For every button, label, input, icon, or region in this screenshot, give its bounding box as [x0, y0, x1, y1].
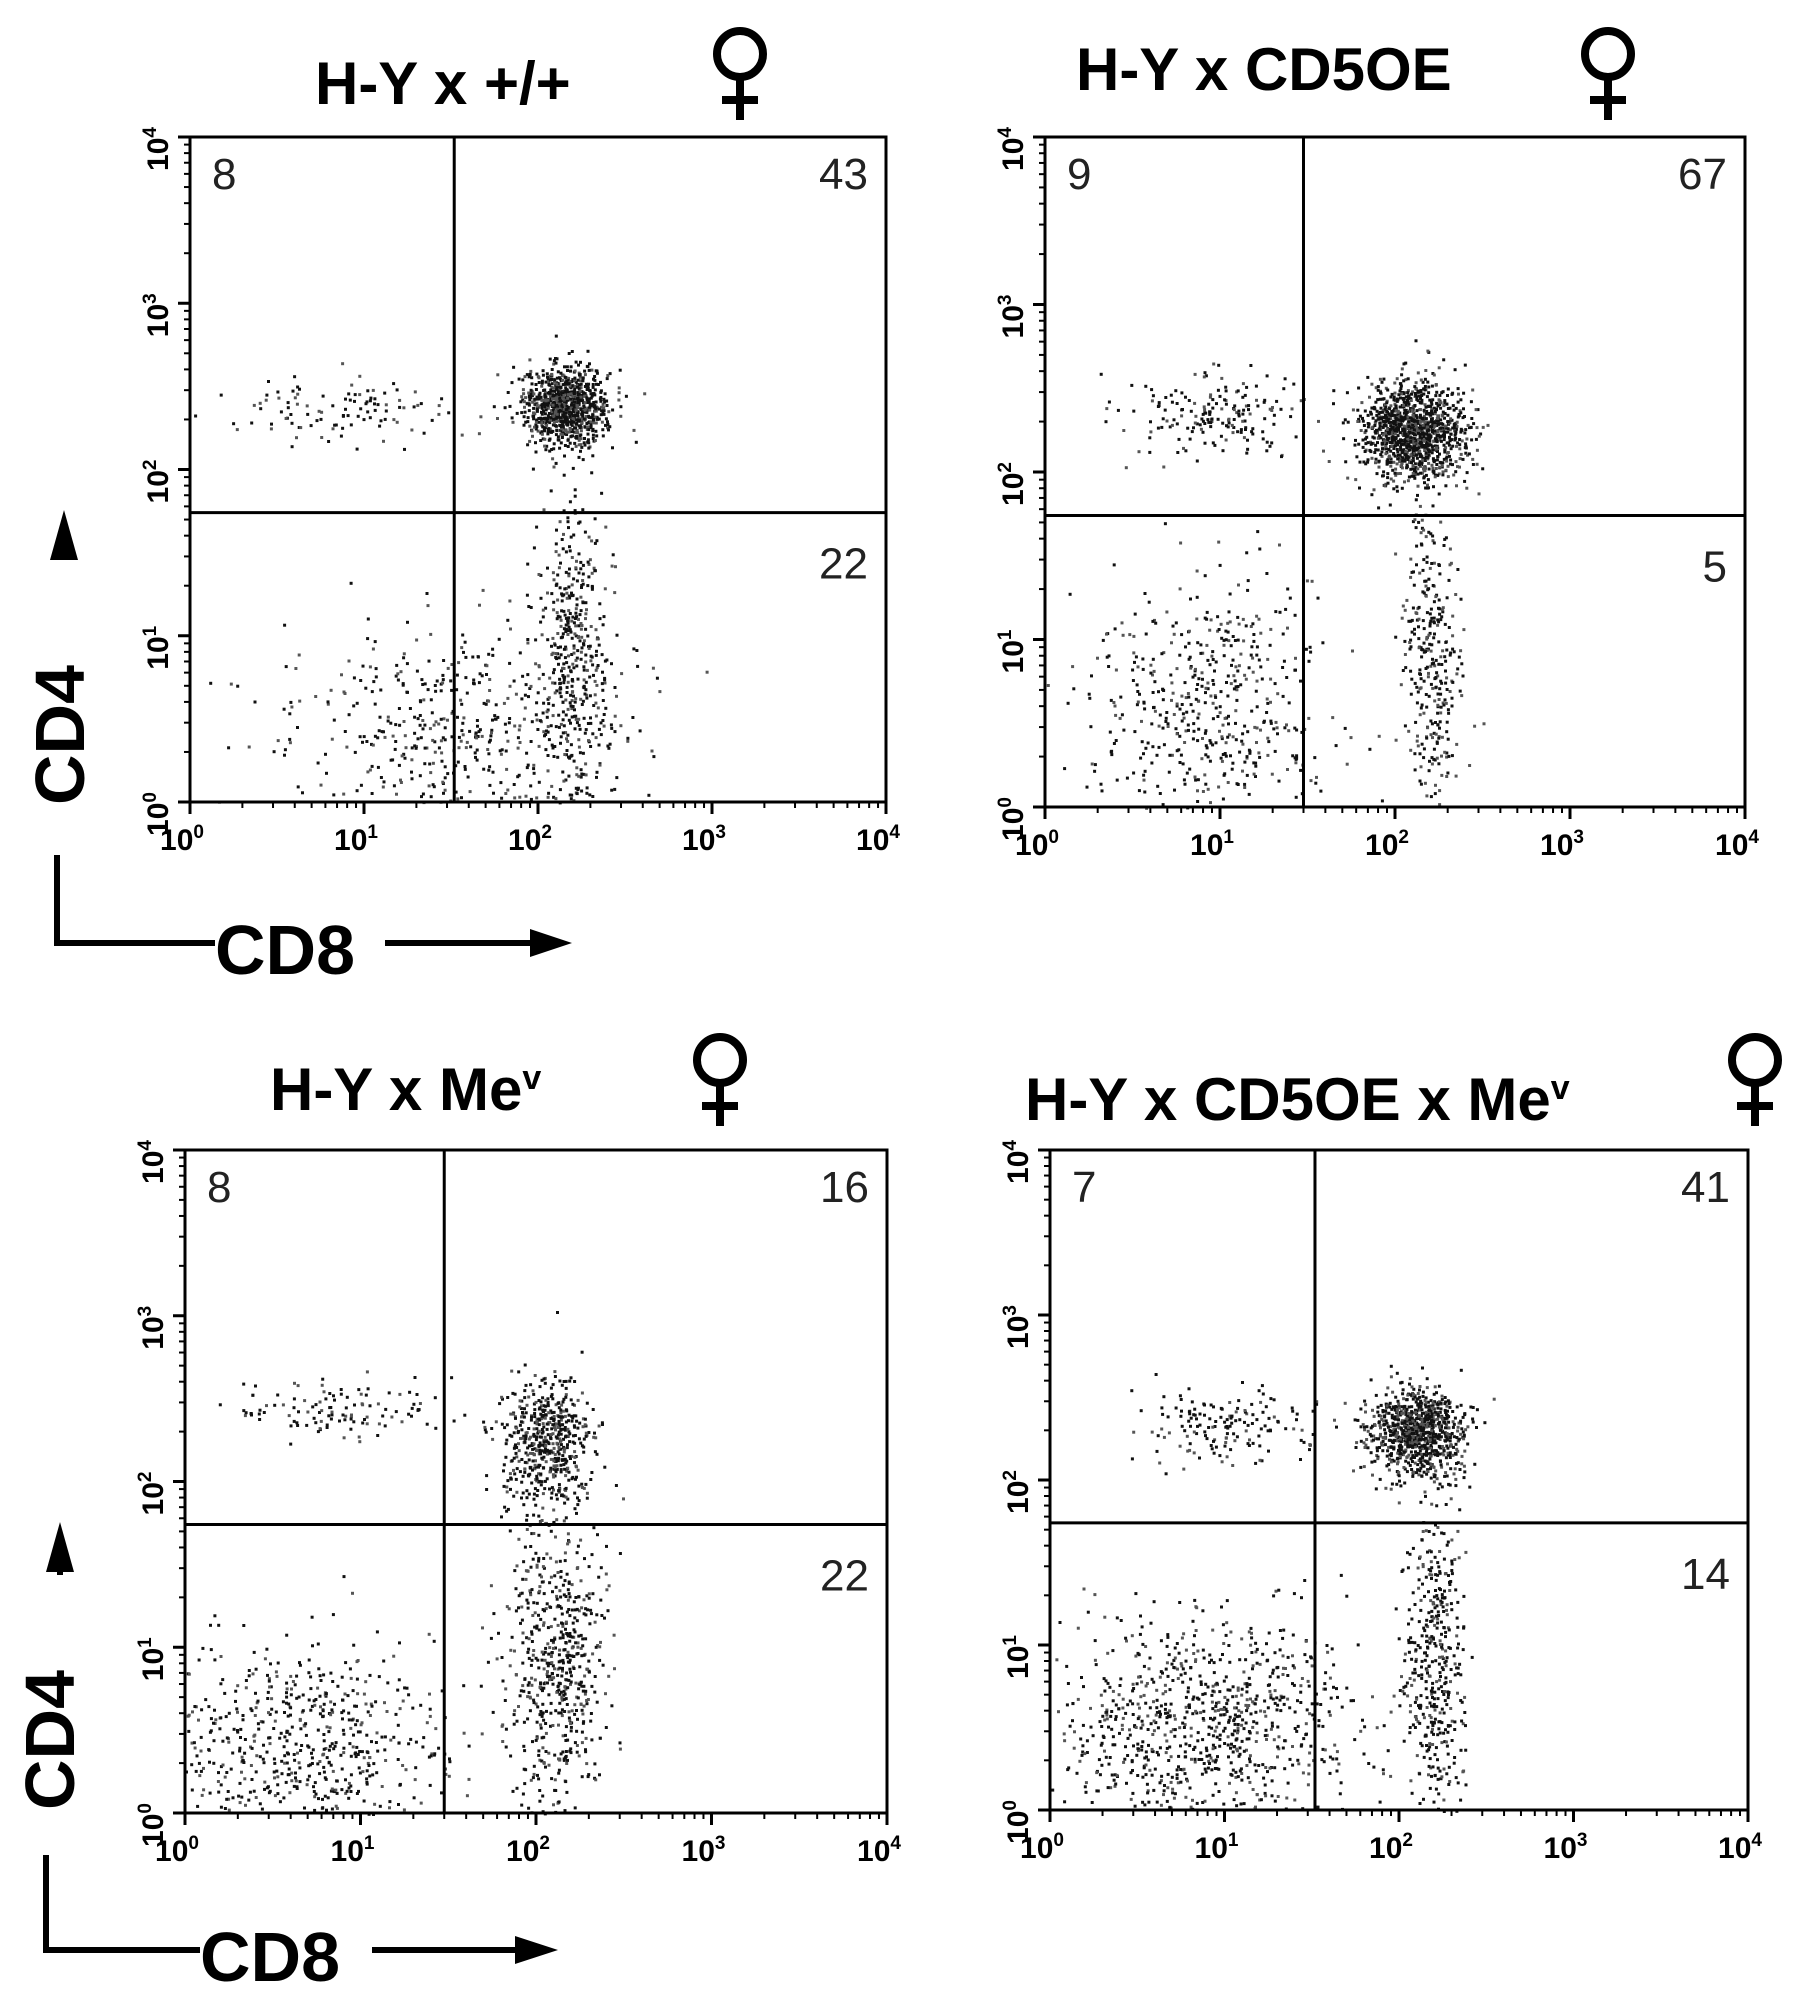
x-axis-title-bottom: CD8 — [200, 1922, 340, 1992]
y-axis-title-bottom: CD4 — [15, 1670, 85, 1810]
